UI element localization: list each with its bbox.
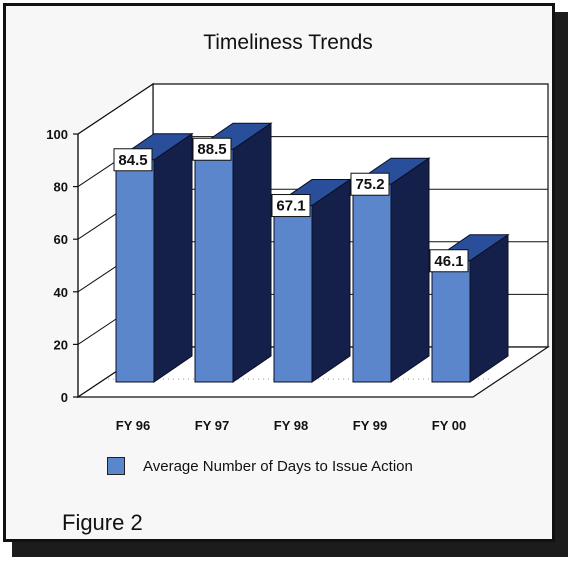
x-tick-label: FY 97 — [195, 418, 229, 433]
y-tick-label: 20 — [54, 337, 68, 352]
y-tick-label: 80 — [54, 180, 68, 195]
data-label: 88.5 — [197, 141, 226, 158]
gridline — [77, 83, 548, 135]
bar — [115, 159, 155, 383]
data-label: 46.1 — [434, 253, 463, 270]
bar-side — [153, 132, 193, 383]
y-tick-label: 40 — [54, 285, 68, 300]
x-tick-label: FY 00 — [432, 418, 466, 433]
bar-side — [311, 178, 351, 383]
x-tick-label: FY 96 — [116, 418, 150, 433]
bar-side — [232, 122, 272, 383]
y-tick-label: 100 — [46, 127, 68, 142]
bar — [431, 260, 471, 383]
data-label: 75.2 — [355, 176, 384, 193]
x-tick-label: FY 98 — [274, 418, 308, 433]
data-label-box — [350, 172, 390, 196]
bar-side — [390, 157, 430, 383]
chart-title: Timeliness Trends — [203, 31, 373, 54]
bar — [273, 205, 313, 383]
figure-caption: Figure 2 — [62, 510, 143, 535]
bar — [352, 183, 392, 383]
data-label: 67.1 — [276, 198, 305, 215]
data-label-box — [113, 148, 153, 172]
data-label-box — [192, 137, 232, 161]
bar — [194, 148, 234, 383]
legend-label: Average Number of Days to Issue Action — [143, 457, 413, 475]
legend: Average Number of Days to Issue Action — [107, 457, 413, 475]
data-label-box — [429, 249, 469, 273]
legend-swatch — [107, 457, 125, 475]
data-label: 84.5 — [118, 152, 147, 169]
data-label-box — [271, 194, 311, 218]
y-tick-label: 0 — [61, 390, 68, 405]
x-tick-label: FY 99 — [353, 418, 387, 433]
y-tick-label: 60 — [54, 232, 68, 247]
